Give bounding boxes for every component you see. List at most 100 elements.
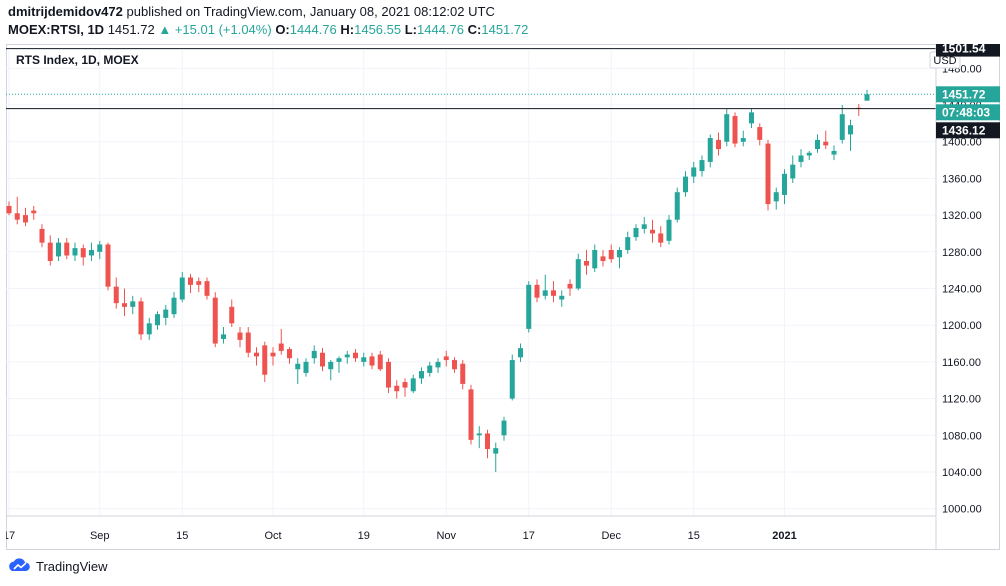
candle-up xyxy=(89,249,94,256)
publish-info: dmitrijdemidov472 published on TradingVi… xyxy=(8,4,495,19)
time-tick-label: Dec xyxy=(601,530,621,542)
candle-down xyxy=(608,249,614,260)
candle-down xyxy=(650,229,655,234)
candle-down xyxy=(732,116,738,144)
lower-line-price-label-bg xyxy=(936,122,1000,139)
candle-down xyxy=(567,283,573,289)
price-tick-label: 1240.00 xyxy=(942,284,982,296)
grid-lines xyxy=(6,50,936,516)
candle-up xyxy=(798,155,804,162)
candle-up xyxy=(56,242,61,257)
change-text: +15.01 (+1.04%) xyxy=(174,22,272,37)
candle-up xyxy=(815,139,820,150)
candle-down xyxy=(64,242,70,256)
candle-down xyxy=(551,290,556,296)
low-label: L: xyxy=(404,22,418,37)
candle-down xyxy=(138,301,144,335)
candle-up xyxy=(666,219,672,241)
high-value: 1456.55 xyxy=(354,22,402,37)
candle-up xyxy=(864,94,870,101)
candle-down xyxy=(270,352,276,357)
price-tick-label: 1400.00 xyxy=(942,137,982,149)
candle-up xyxy=(674,192,680,220)
candle-down xyxy=(584,260,589,266)
price-tick-label: 1200.00 xyxy=(942,320,982,332)
candle-up xyxy=(749,112,754,124)
candle-down xyxy=(485,433,490,450)
candle-up xyxy=(146,323,152,335)
time-axis[interactable]: 17 Sep 15 Oct 19 Nov 17 Dec 15 2021 xyxy=(3,530,797,542)
candle-down xyxy=(14,213,20,220)
low-value: 1444.76 xyxy=(417,22,465,37)
price-labels: 1501.54 1451.72 07:48:03 1436.12 xyxy=(936,40,1000,139)
candle-up xyxy=(311,350,317,359)
candle-down xyxy=(204,281,210,296)
candle-up xyxy=(163,309,169,318)
candle-up xyxy=(542,290,548,296)
candle-down xyxy=(229,306,235,324)
price-tick-label: 1320.00 xyxy=(942,210,982,222)
close-label: C: xyxy=(467,22,482,37)
chart-area[interactable]: 1000.00 1040.00 1080.00 1120.00 1160.00 1200.… xyxy=(3,40,1000,550)
candle-up xyxy=(683,176,688,193)
candle-down xyxy=(278,343,284,351)
high-label: H: xyxy=(340,22,355,37)
candle-up xyxy=(130,301,136,307)
close-value: 1451.72 xyxy=(481,22,529,37)
candle-up xyxy=(559,295,565,300)
candle-down xyxy=(386,361,391,388)
candle-up xyxy=(97,244,103,252)
candle-up xyxy=(303,361,309,373)
candle-up xyxy=(641,224,647,229)
bar-countdown-label: 07:48:03 xyxy=(942,105,990,119)
candle-down xyxy=(402,382,408,388)
candle-up xyxy=(526,284,532,329)
price-tick-label: 1360.00 xyxy=(942,173,982,185)
candle-up xyxy=(336,358,342,362)
candle-down xyxy=(212,297,218,344)
candle-up xyxy=(410,378,416,392)
candle-up xyxy=(493,448,499,454)
author-name[interactable]: dmitrijdemidov472 xyxy=(8,4,123,19)
candle-down xyxy=(196,281,202,285)
candlestick-chart[interactable]: 1000.00 1040.00 1080.00 1120.00 1160.00 1200.… xyxy=(3,40,1000,550)
candle-up xyxy=(782,173,787,195)
candle-down xyxy=(369,356,375,366)
candle-down xyxy=(600,256,606,261)
candle-down xyxy=(460,363,466,384)
candle-down xyxy=(237,332,243,340)
candle-down xyxy=(80,248,86,258)
time-tick-label: 2021 xyxy=(772,530,796,542)
time-tick-label: 15 xyxy=(176,530,188,542)
candle-up xyxy=(295,363,301,370)
time-tick-label: 17 xyxy=(523,530,535,542)
open-label: O: xyxy=(275,22,290,37)
candle-down xyxy=(287,349,292,359)
time-tick-label: 19 xyxy=(358,530,370,542)
price-tick-label: 1280.00 xyxy=(942,247,982,259)
candle-up xyxy=(740,138,746,142)
candle-down xyxy=(122,303,127,307)
tradingview-footer[interactable]: TradingView xyxy=(8,558,108,574)
price-tick-label: 1000.00 xyxy=(942,504,982,516)
candle-up xyxy=(831,150,837,155)
candle-up xyxy=(476,433,482,436)
time-tick-label: 17 xyxy=(6,530,15,542)
publish-text: published on TradingView.com, January 08… xyxy=(126,4,495,19)
candle-up xyxy=(427,365,433,373)
bar-countdown-label-bg xyxy=(936,104,1000,121)
symbol-label: MOEX:RTSI, 1D xyxy=(8,22,105,37)
candle-up xyxy=(691,167,697,177)
candle-up xyxy=(419,371,424,379)
candle-down xyxy=(716,139,721,150)
price-lines xyxy=(6,48,1000,110)
candles xyxy=(6,89,870,472)
candle-up xyxy=(435,361,441,368)
candle-up xyxy=(633,227,639,238)
price-axis[interactable]: 1000.00 1040.00 1080.00 1120.00 1160.00 1200.… xyxy=(942,63,982,515)
time-tick-label: Sep xyxy=(90,530,110,542)
price-tick-label: 1080.00 xyxy=(942,430,982,442)
candle-up xyxy=(501,420,507,436)
candle-down xyxy=(452,360,457,370)
candle-up xyxy=(699,160,705,172)
